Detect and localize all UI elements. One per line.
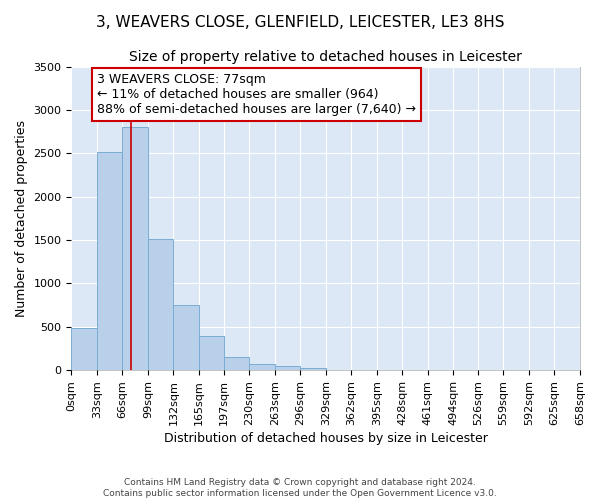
- Bar: [199, 336, 224, 370]
- Text: 3 WEAVERS CLOSE: 77sqm
← 11% of detached houses are smaller (964)
88% of semi-de: 3 WEAVERS CLOSE: 77sqm ← 11% of detached…: [97, 74, 416, 116]
- Bar: [71, 328, 97, 370]
- Bar: [224, 357, 249, 370]
- Bar: [249, 364, 275, 370]
- Bar: [173, 305, 199, 370]
- Bar: [97, 152, 122, 370]
- Bar: [275, 366, 300, 370]
- Text: Contains HM Land Registry data © Crown copyright and database right 2024.
Contai: Contains HM Land Registry data © Crown c…: [103, 478, 497, 498]
- Title: Size of property relative to detached houses in Leicester: Size of property relative to detached ho…: [129, 50, 522, 64]
- Bar: [148, 239, 173, 370]
- Text: 3, WEAVERS CLOSE, GLENFIELD, LEICESTER, LE3 8HS: 3, WEAVERS CLOSE, GLENFIELD, LEICESTER, …: [96, 15, 504, 30]
- Bar: [300, 368, 326, 370]
- X-axis label: Distribution of detached houses by size in Leicester: Distribution of detached houses by size …: [164, 432, 488, 445]
- Y-axis label: Number of detached properties: Number of detached properties: [15, 120, 28, 317]
- Bar: [122, 128, 148, 370]
